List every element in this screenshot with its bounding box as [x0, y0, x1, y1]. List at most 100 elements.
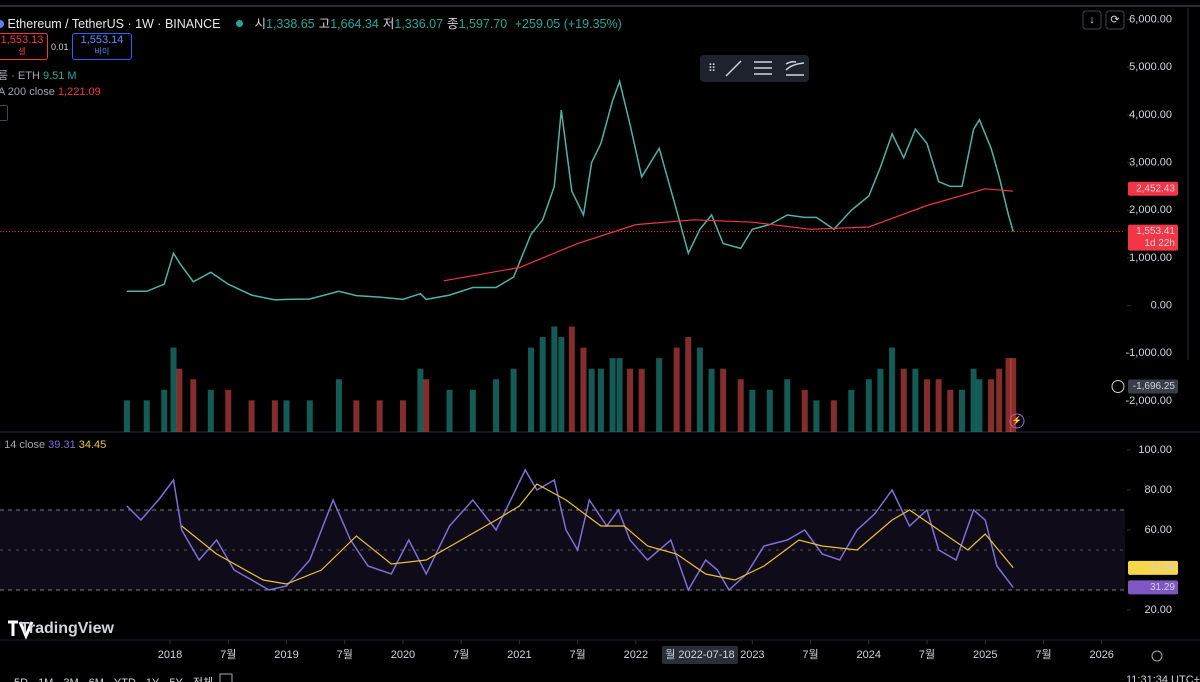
- y-tick-label: 80.00: [1144, 484, 1172, 496]
- x-tick-label: 7월: [453, 648, 469, 661]
- volume-bar: [170, 347, 177, 432]
- crosshair-label: 월 2022-07-18: [665, 648, 734, 661]
- volume-bar: [161, 389, 168, 432]
- y-tick-label: -2,000.00: [1126, 395, 1172, 407]
- range-button[interactable]: 6M: [89, 677, 104, 682]
- price-label: 1,553.41: [1136, 226, 1175, 237]
- y-tick-label: 1,000.00: [1129, 252, 1172, 264]
- price-label: 2,452.43: [1136, 183, 1175, 194]
- volume-bar: [376, 400, 383, 432]
- download-icon: ↓: [1089, 14, 1095, 26]
- range-button[interactable]: 1Y: [146, 677, 159, 682]
- volume-bar: [673, 347, 680, 432]
- parallel-channel-tool[interactable]: [754, 61, 772, 75]
- volume-bar: [970, 368, 977, 432]
- drag-handle: ⠿: [708, 63, 716, 75]
- range-button[interactable]: YTD: [114, 677, 136, 682]
- volume-bar: [588, 368, 595, 432]
- volume-bar: [283, 400, 290, 432]
- y-tick-label: 6,000.00: [1129, 13, 1172, 25]
- ohlc-value: 1,338.65: [266, 17, 315, 31]
- price-label-bg: [1128, 580, 1178, 595]
- spread: 0.01: [51, 42, 69, 52]
- ohlc-value: 1,664.34: [330, 17, 379, 31]
- settings-icon[interactable]: [1151, 650, 1163, 662]
- volume-bar: [225, 389, 232, 432]
- y-tick-label: 3,000.00: [1129, 156, 1172, 168]
- volume-bar: [580, 347, 587, 432]
- indicator-name: A 200 close: [0, 86, 55, 98]
- x-tick-label: 7월: [1035, 648, 1051, 661]
- volume-bar: [801, 389, 808, 432]
- volume-bar: [528, 347, 535, 432]
- volume-bar: [493, 379, 500, 432]
- ma-line: [443, 188, 1014, 282]
- range-button[interactable]: 3M: [63, 677, 78, 682]
- ohlc: 시1,338.65 고1,664.34 저1,336.07 종1,597.70: [254, 17, 511, 31]
- symbol-row: Ethereum / TetherUS · 1W · BINANCE 시1,33…: [0, 13, 622, 32]
- volume-bar: [685, 337, 692, 432]
- sell-label: 셀: [18, 47, 26, 56]
- volume-bar: [656, 358, 663, 432]
- volume-bar: [889, 347, 896, 432]
- x-tick-label: 2023: [740, 649, 764, 661]
- volume-bar: [597, 368, 604, 432]
- volume-bar: [696, 347, 703, 432]
- volume-bar: [510, 368, 517, 432]
- volume-bar: [176, 368, 183, 432]
- volume-bar: [207, 389, 214, 432]
- x-tick-label: 2018: [158, 649, 182, 661]
- calendar-icon[interactable]: [219, 673, 233, 682]
- y-tick-label: 20.00: [1144, 604, 1172, 616]
- range-button[interactable]: 1M: [38, 677, 53, 682]
- alert-bolt: ⚡: [1011, 414, 1022, 426]
- ohlc-label: 저: [382, 17, 395, 31]
- volume-bar: [900, 368, 907, 432]
- price-label-sub: 1d 22h: [1144, 238, 1175, 249]
- logo-text: TradingView: [20, 620, 115, 637]
- range-button[interactable]: 5D: [14, 677, 28, 682]
- refresh-button[interactable]: [1105, 10, 1125, 30]
- collapse-button[interactable]: [0, 105, 8, 121]
- download-button[interactable]: [1082, 10, 1102, 30]
- price-label: 41.08: [1150, 562, 1175, 573]
- drawing-toolbar[interactable]: ⠿: [700, 55, 809, 82]
- fib-tool[interactable]: [785, 61, 805, 76]
- trend-line-tool[interactable]: [725, 60, 742, 77]
- volume-bar: [190, 379, 197, 432]
- x-tick-label: 2022: [624, 649, 648, 661]
- volume-bar: [749, 389, 756, 432]
- sell-button[interactable]: 1,553.13 셀: [0, 33, 48, 60]
- symbol[interactable]: Ethereum / TetherUS · 1W · BINANCE: [7, 17, 221, 31]
- range-button[interactable]: 5Y: [169, 677, 182, 682]
- ohlc-value: 1,336.07: [394, 17, 444, 31]
- volume-bar: [947, 389, 954, 432]
- buy-button[interactable]: 1,553.14 바이: [72, 33, 132, 60]
- volume-bar: [335, 379, 342, 432]
- market-status: [236, 20, 243, 27]
- indicator-value: 1,221.09: [57, 86, 101, 98]
- crosshair-label-bg: [661, 646, 738, 664]
- price-line: [126, 78, 1014, 301]
- volume-bar: [446, 389, 453, 432]
- volume-bar: [766, 389, 773, 432]
- refresh-icon: ⟳: [1110, 14, 1119, 26]
- x-tick-label: 7월: [570, 648, 586, 661]
- rsi-line: [126, 468, 1014, 592]
- rsi-name: I 14 close: [0, 439, 46, 451]
- sell-price: 1,553.13: [0, 34, 44, 46]
- volume-bar: [813, 400, 820, 432]
- y-tick-label: 2,000.00: [1129, 204, 1172, 216]
- symbol-icon: [0, 20, 4, 28]
- y-tick-label: 60.00: [1144, 524, 1172, 536]
- volume-bar: [708, 368, 715, 432]
- volume-bar: [423, 379, 430, 432]
- ohlc-label: 종: [447, 17, 459, 31]
- volume-legend: 룸 · ETH 9.51 M: [0, 67, 77, 83]
- range-button[interactable]: 전체: [193, 677, 213, 682]
- volume-bar: [976, 379, 983, 432]
- volume-bar: [958, 389, 965, 432]
- x-tick-label: 7월: [802, 648, 818, 661]
- change: +259.05 (+19.35%): [514, 17, 622, 31]
- volume-bar: [784, 379, 791, 432]
